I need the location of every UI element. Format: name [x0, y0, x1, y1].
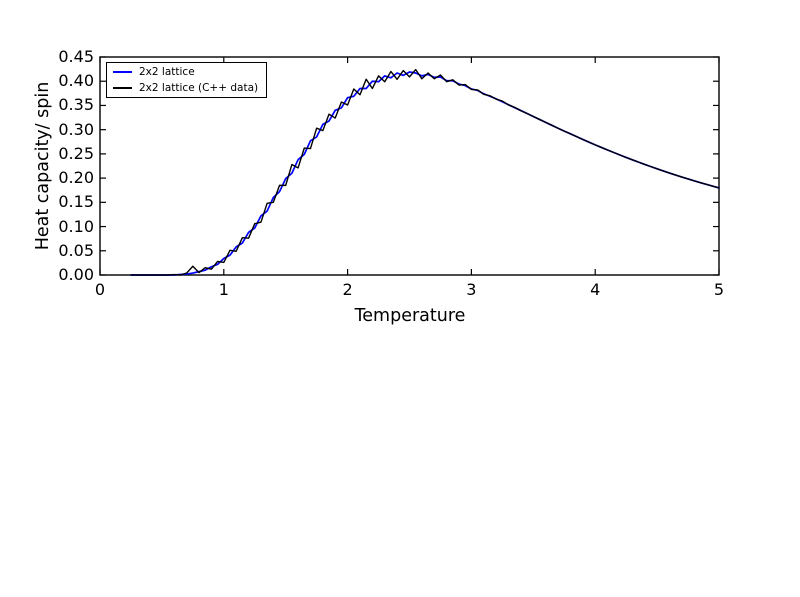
x-tick-label: 5 [713, 280, 725, 299]
legend-entry-2x2-lattice: 2x2 lattice [113, 66, 258, 79]
y-tick-label: 0.20 [58, 168, 94, 188]
x-tick-label: 3 [466, 280, 477, 299]
x-tick-label: 4 [590, 280, 601, 299]
series-line-2x2-lattice [130, 71, 720, 276]
legend-entry-2x2-lattice-cpp: 2x2 lattice (C++ data) [113, 82, 258, 95]
axes-border [99, 56, 720, 276]
y-tick-label: 0.35 [58, 95, 94, 115]
legend-line-sample-blue [113, 71, 132, 74]
x-tick-label: 0 [94, 280, 106, 299]
x-tick-label: 2 [342, 280, 353, 299]
x-tick-label: 1 [218, 280, 229, 299]
y-tick-label: 0.45 [58, 47, 94, 66]
y-tick-label: 0.25 [58, 143, 94, 163]
x-axis-label: Temperature [354, 306, 466, 326]
legend-label: 2x2 lattice [139, 66, 195, 78]
legend: 2x2 lattice 2x2 lattice (C++ data) [106, 62, 268, 99]
y-tick-label: 0.40 [58, 71, 94, 91]
y-tick-label: 0.05 [58, 240, 94, 260]
legend-label: 2x2 lattice (C++ data) [139, 81, 259, 94]
y-axis-label: Heat capacity/ spin [33, 81, 53, 251]
y-tick-label: 0.30 [58, 119, 94, 139]
series-line-2x2-lattice-c-data [130, 68, 720, 276]
legend-line-sample-black [113, 86, 132, 89]
axes-frame [99, 56, 720, 276]
series-lines [130, 68, 720, 276]
y-tick-label: 0.15 [58, 192, 94, 212]
y-tick-label: 0.10 [58, 216, 94, 236]
y-tick-label: 0.00 [58, 265, 94, 284]
